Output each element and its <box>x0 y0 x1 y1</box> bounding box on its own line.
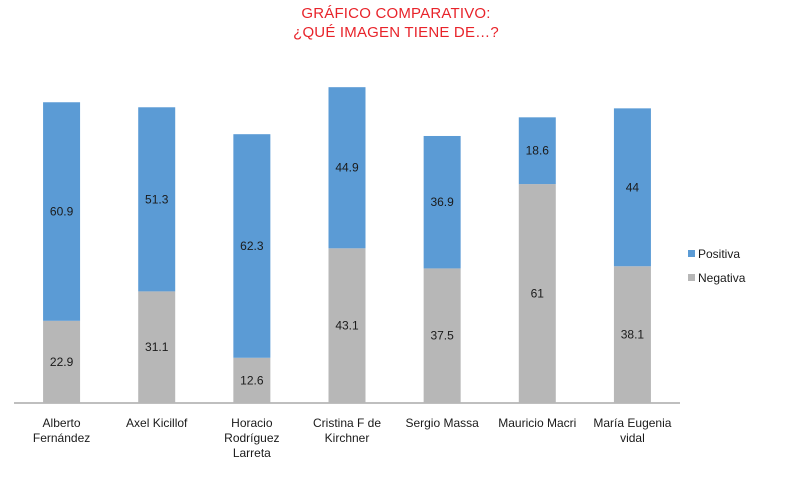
legend-swatch-negativa <box>688 274 695 281</box>
data-label-negativa: 61 <box>531 287 545 301</box>
chart-title-line-2: ¿QUÉ IMAGEN TIENE DE…? <box>293 24 499 41</box>
x-tick-label: Alberto <box>43 416 81 430</box>
data-label-negativa: 43.1 <box>335 319 359 333</box>
data-label-negativa: 22.9 <box>50 355 74 369</box>
bar-negativa <box>518 184 556 403</box>
data-label-negativa: 37.5 <box>430 329 454 343</box>
data-label-positiva: 44 <box>626 180 640 194</box>
bar-negativa <box>613 266 651 403</box>
x-tick-label: Fernández <box>33 431 90 445</box>
bar-positiva <box>518 117 556 185</box>
legend-label-negativa: Negativa <box>698 271 746 285</box>
data-label-negativa: 31.1 <box>145 340 169 354</box>
x-tick-label: María Eugenia <box>593 416 671 430</box>
bar-negativa <box>233 357 271 403</box>
chart-title-line-1: GRÁFICO COMPARATIVO: <box>301 5 491 22</box>
bar-negativa <box>43 320 81 403</box>
legend-label-positiva: Positiva <box>698 247 740 261</box>
data-label-positiva: 44.9 <box>335 161 359 175</box>
bar-positiva <box>423 135 461 269</box>
x-tick-label: Kirchner <box>325 431 370 445</box>
x-tick-label: Horacio <box>231 416 273 430</box>
data-label-positiva: 51.3 <box>145 192 169 206</box>
data-label-positiva: 36.9 <box>430 195 454 209</box>
x-tick-label: Sergio Massa <box>405 416 479 430</box>
data-label-positiva: 60.9 <box>50 205 74 219</box>
data-label-negativa: 12.6 <box>240 373 264 387</box>
bar-positiva <box>233 134 271 358</box>
x-tick-label: Axel Kicillof <box>126 416 188 430</box>
x-tick-label: vidal <box>620 431 645 445</box>
bar-positiva <box>138 107 176 292</box>
bar-positiva <box>328 87 366 249</box>
x-tick-label: Cristina F de <box>313 416 381 430</box>
bar-negativa <box>423 268 461 403</box>
data-label-positiva: 62.3 <box>240 239 264 253</box>
bar-negativa <box>328 248 366 403</box>
data-label-positiva: 18.6 <box>526 144 550 158</box>
legend-swatch-positiva <box>688 250 695 257</box>
bar-positiva <box>613 108 651 267</box>
bar-positiva <box>43 102 81 321</box>
bar-negativa <box>138 291 176 403</box>
x-tick-label: Mauricio Macri <box>498 416 576 430</box>
data-label-negativa: 38.1 <box>621 328 645 342</box>
x-tick-label: Rodríguez <box>224 431 279 445</box>
x-tick-label: Larreta <box>233 446 271 460</box>
